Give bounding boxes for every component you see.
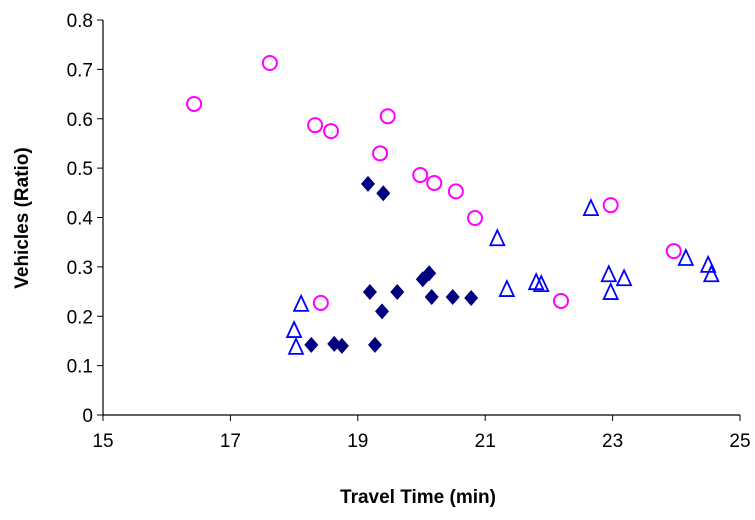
point [307,117,324,134]
point [287,336,305,355]
point [582,197,600,217]
x-tick-label: 21 [475,431,496,452]
point [553,292,570,309]
y-tick-label: 0.4 [67,209,94,230]
point [602,197,619,214]
point [312,294,329,311]
point [376,185,391,202]
point [412,167,429,184]
point [467,209,484,226]
y-tick-label: 0.7 [67,60,93,81]
point [488,228,506,247]
y-axis-label: Vehicles (Ratio) [12,147,33,289]
point [602,281,620,300]
y-tick-label: 0.6 [67,110,93,131]
point [360,175,375,192]
point [615,268,633,287]
point [424,288,439,305]
point [379,108,396,125]
point [367,336,382,353]
x-axis-label: Travel Time (min) [340,487,496,508]
point [292,293,310,312]
x-tick-label: 19 [347,431,368,452]
point [372,145,389,162]
point [186,95,203,112]
point [532,274,550,293]
point [702,264,720,283]
point [600,264,618,283]
point [447,183,464,200]
point [390,284,405,301]
point [464,289,479,306]
point [677,247,695,266]
point [261,54,278,71]
x-tick-label: 23 [602,431,623,452]
y-tick-label: 0.2 [67,307,93,328]
point [362,284,377,301]
y-tick-label: 0 [82,406,93,427]
point [334,337,349,354]
x-tick-label: 17 [220,431,241,452]
point [323,123,340,140]
y-tick-label: 0.1 [67,357,93,378]
point [422,265,437,282]
point [498,278,516,297]
point [304,336,319,353]
point [426,174,443,191]
point [285,319,303,338]
x-tick-label: 25 [729,431,750,452]
point [375,303,390,320]
y-tick-label: 0.5 [67,159,93,180]
x-tick-label: 15 [92,431,113,452]
y-tick-label: 0.3 [67,258,93,279]
point [665,243,682,260]
point [445,288,460,305]
y-tick-label: 0.8 [67,11,93,32]
